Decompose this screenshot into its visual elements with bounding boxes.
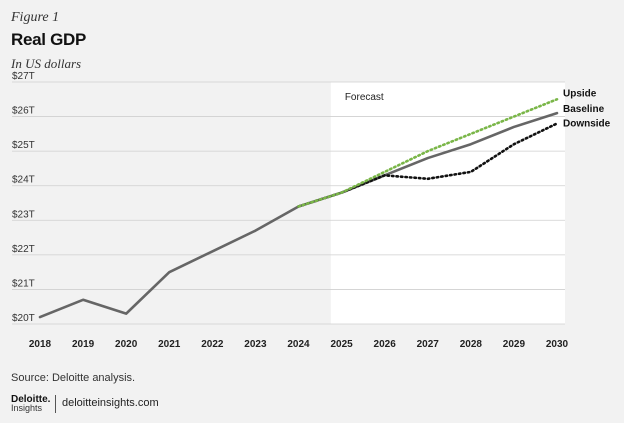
y-tick-label: $21T xyxy=(12,278,35,289)
series-label-downside: Downside xyxy=(563,118,611,129)
x-tick-label: 2019 xyxy=(72,339,95,350)
x-tick-label: 2023 xyxy=(244,339,267,350)
x-tick-label: 2027 xyxy=(417,339,440,350)
y-tick-label: $25T xyxy=(12,140,35,151)
deloitte-insights-logo: Deloitte. Insights xyxy=(11,395,50,413)
y-tick-label: $27T xyxy=(12,71,35,82)
x-tick-label: 2021 xyxy=(158,339,181,350)
chart-subtitle: In US dollars xyxy=(11,56,82,71)
x-tick-label: 2018 xyxy=(29,339,52,350)
source-note: Source: Deloitte analysis. xyxy=(11,372,136,384)
logo-sub-text: Insights xyxy=(11,403,43,413)
series-label-baseline: Baseline xyxy=(563,104,605,115)
figure-label: Figure 1 xyxy=(11,10,60,25)
x-tick-label: 2028 xyxy=(460,339,483,350)
x-tick-label: 2024 xyxy=(287,339,310,350)
logo-main-text: Deloitte. xyxy=(11,394,51,405)
forecast-label: Forecast xyxy=(345,92,384,103)
site-link[interactable]: deloitteinsights.com xyxy=(62,397,159,409)
series-label-upside: Upside xyxy=(563,88,597,99)
x-tick-label: 2026 xyxy=(374,339,397,350)
y-tick-label: $24T xyxy=(12,175,35,186)
x-tick-label: 2029 xyxy=(503,339,526,350)
y-tick-label: $23T xyxy=(12,209,35,220)
y-tick-label: $26T xyxy=(12,106,35,117)
logo-divider xyxy=(55,395,56,413)
x-tick-label: 2020 xyxy=(115,339,138,350)
chart-title: Real GDP xyxy=(11,30,87,49)
x-tick-label: 2025 xyxy=(330,339,353,350)
x-tick-label: 2022 xyxy=(201,339,224,350)
x-tick-label: 2030 xyxy=(546,339,569,350)
y-tick-label: $20T xyxy=(12,313,35,324)
series-line-upside xyxy=(297,97,559,208)
y-tick-label: $22T xyxy=(12,244,35,255)
forecast-region xyxy=(330,82,565,324)
